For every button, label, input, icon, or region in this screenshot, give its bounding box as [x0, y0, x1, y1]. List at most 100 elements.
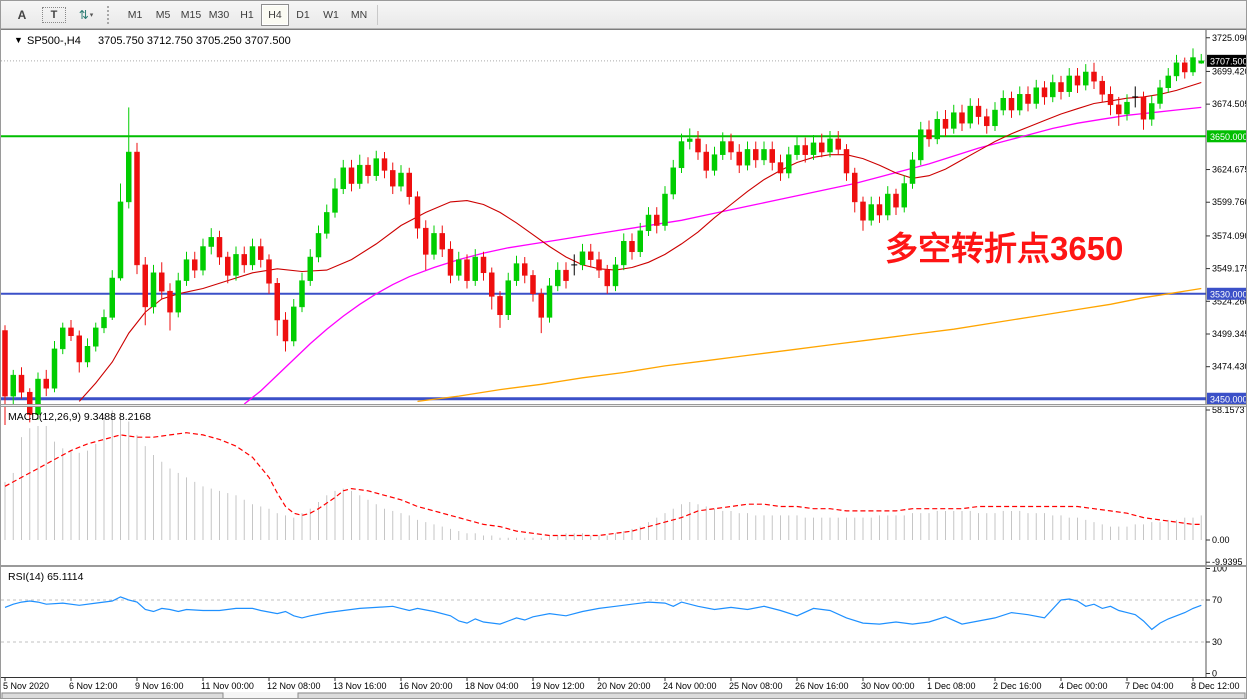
candle-body — [1198, 60, 1204, 64]
candle-body — [1050, 82, 1056, 98]
candle-body — [340, 167, 346, 190]
candle-body — [1041, 87, 1048, 98]
timeframe-button-m15[interactable]: M15 — [180, 8, 202, 21]
candle-body — [142, 264, 148, 308]
candle-body — [522, 263, 528, 276]
candle-body — [225, 256, 231, 276]
candle-body — [810, 142, 817, 155]
annotate-text-button[interactable]: A — [7, 4, 37, 26]
timeframe-button-m5[interactable]: M5 — [155, 8, 171, 21]
rsi-label: RSI(14) 65.1114 — [8, 571, 84, 583]
candle-body — [200, 246, 206, 271]
candle-body — [233, 254, 239, 276]
time-label: 26 Nov 16:00 — [795, 681, 849, 691]
candle-body — [274, 283, 280, 321]
candle-body — [893, 193, 899, 208]
scale-label: 0.00 — [1212, 535, 1230, 545]
candle-body — [744, 149, 751, 166]
candle-body — [249, 246, 256, 266]
candle-body — [612, 264, 619, 287]
candle-body — [134, 151, 140, 266]
timeframe-button-mn[interactable]: MN — [350, 8, 368, 21]
timeframe-button-m30[interactable]: M30 — [208, 8, 230, 21]
scale-label: 3725.090 — [1212, 33, 1246, 43]
candle-body — [1107, 94, 1114, 106]
scrollbar-thumb[interactable] — [297, 692, 1246, 699]
timeframe-button-h4-active[interactable]: H4 — [261, 3, 289, 26]
scale-background — [1206, 30, 1246, 677]
candle-body — [1116, 104, 1122, 115]
candle-body — [959, 112, 965, 124]
candle-body — [456, 259, 462, 276]
candle-body — [497, 296, 503, 316]
scale-label: 30 — [1212, 637, 1222, 647]
text-label-button[interactable]: T — [39, 4, 69, 26]
candle-body — [1140, 96, 1147, 120]
candle-body — [332, 188, 338, 213]
arrows-dropdown-button[interactable]: ⇅ ▾ — [71, 4, 101, 26]
price-badge-label: 3450.000 — [1210, 394, 1246, 404]
scrollbar-thumb[interactable] — [1, 692, 224, 699]
scale-label: 100 — [1212, 564, 1227, 574]
candle-body — [645, 214, 652, 232]
chart-area[interactable]: 3725.090 3699.420 3674.505 3624.675 3599.760… — [1, 30, 1246, 699]
candle-body — [802, 145, 808, 155]
candle-body — [84, 346, 91, 363]
candle-body — [1000, 97, 1006, 111]
chevron-down-icon: ▾ — [89, 11, 94, 19]
time-label: 25 Nov 08:00 — [729, 681, 783, 691]
candle-body — [662, 193, 668, 226]
price-badge-label: 3530.000 — [1210, 289, 1246, 299]
timeframe-button-m1[interactable]: M1 — [127, 8, 143, 21]
scale-label: 3549.175 — [1212, 264, 1246, 274]
price-badge-label: 3707.500 — [1210, 56, 1246, 66]
toolbar-grip-handle[interactable] — [107, 5, 116, 24]
chart-title-ohlc: 3705.750 3712.750 3705.250 3707.500 — [98, 35, 291, 47]
candle-body — [266, 259, 272, 284]
candle-body — [513, 263, 520, 281]
price-scale[interactable]: 3725.090 3699.420 3674.505 3624.675 3599.760… — [1205, 30, 1246, 679]
candle-body — [604, 269, 610, 287]
macd-signal-line — [4, 432, 1202, 537]
candle-body — [282, 319, 289, 342]
candle-body — [728, 141, 734, 153]
candle-body — [291, 306, 297, 342]
scale-label: 3624.675 — [1212, 165, 1246, 175]
candle-body — [126, 151, 132, 203]
candle-body — [101, 317, 107, 329]
candle-body — [489, 272, 495, 297]
time-label: 16 Nov 20:00 — [399, 681, 453, 691]
candle-body — [992, 109, 998, 127]
time-label: 2 Dec 16:00 — [993, 681, 1042, 691]
candle-body — [794, 145, 800, 155]
candle-body — [60, 327, 66, 350]
timeframe-button-h1[interactable]: H1 — [240, 8, 254, 21]
time-label: 11 Nov 00:00 — [201, 681, 254, 691]
h-scrollbar[interactable] — [1, 692, 1246, 699]
time-label: 13 Nov 16:00 — [333, 681, 387, 691]
candle-body — [365, 164, 371, 176]
time-scale[interactable]: 5 Nov 2020 6 Nov 12:00 9 Nov 16:00 11 Nov 0… — [3, 678, 1240, 691]
candle-body — [876, 204, 883, 216]
candle-body — [472, 256, 478, 281]
candle-body — [579, 251, 586, 266]
candle-body — [35, 378, 41, 415]
candle-body — [505, 280, 511, 316]
timeframe-button-d1[interactable]: D1 — [296, 8, 310, 21]
candle-body — [621, 241, 627, 266]
panel-splitter[interactable] — [1, 404, 1246, 407]
time-label: 24 Nov 00:00 — [663, 681, 717, 691]
candle-body — [786, 154, 792, 174]
candle-body — [373, 158, 379, 176]
candle-body — [1157, 87, 1163, 104]
scale-label: 3574.090 — [1212, 231, 1246, 241]
candle-body — [183, 259, 190, 281]
macd-label: MACD(12,26,9) 9.3488 8.2168 — [8, 411, 151, 423]
candle-body — [18, 374, 25, 393]
candle-body — [753, 149, 759, 161]
candle-body — [588, 251, 594, 260]
chart-menu-icon[interactable]: ▼ — [14, 35, 23, 45]
time-label: 5 Nov 2020 — [3, 681, 49, 691]
timeframe-button-w1[interactable]: W1 — [323, 8, 339, 21]
candle-body — [942, 118, 949, 129]
